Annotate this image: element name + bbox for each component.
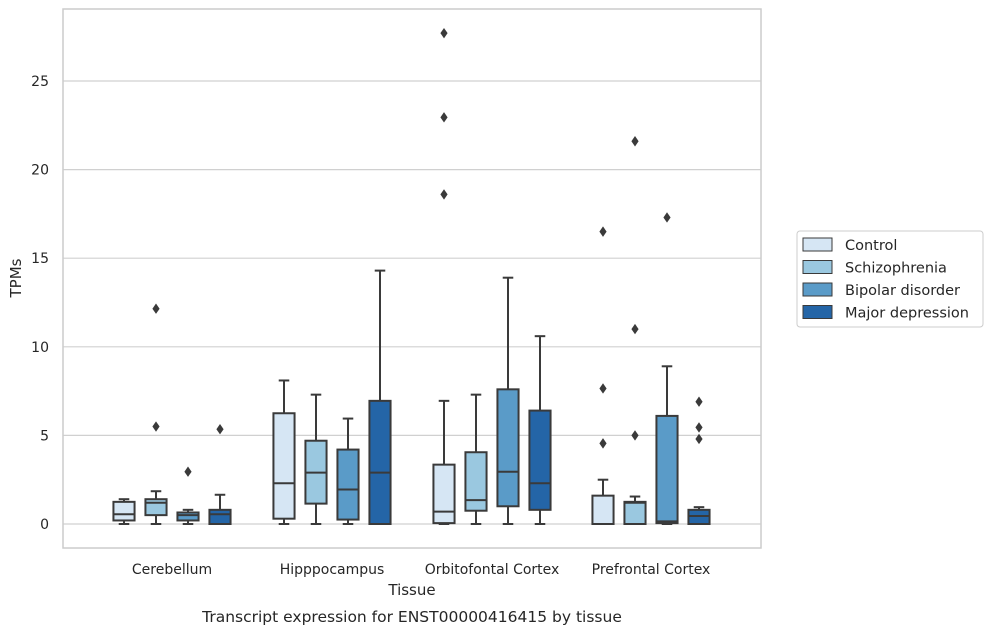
box-bipolar-disorder <box>176 466 200 525</box>
legend-swatch <box>802 237 833 252</box>
box-bipolar-disorder <box>655 212 679 525</box>
outlier-point <box>152 421 160 432</box>
iqr-box <box>208 508 232 526</box>
x-axis-label: Tissue <box>387 581 435 599</box>
outlier-point <box>440 27 448 39</box>
boxes-layer <box>112 27 711 526</box>
y-tick-label: 20 <box>31 163 49 179</box>
outlier-point <box>599 438 607 449</box>
outlier-point <box>663 212 671 223</box>
y-tick-label: 25 <box>31 74 49 90</box>
outlier-point <box>695 396 703 407</box>
iqr-box <box>655 414 679 525</box>
box-schizophrenia <box>304 393 328 525</box>
box-control <box>591 226 615 526</box>
y-tick-label: 15 <box>31 251 49 267</box>
x-tick-label: Cerebellum <box>132 562 212 578</box>
box-control <box>432 27 456 525</box>
iqr-box <box>272 412 296 520</box>
iqr-box <box>336 448 360 521</box>
outlier-point <box>184 466 192 477</box>
box-schizophrenia <box>623 136 647 526</box>
outlier-point <box>631 323 639 335</box>
legend-label: Major depression <box>845 306 969 322</box>
outlier-point <box>695 422 703 433</box>
outlier-point <box>599 383 607 394</box>
plot-area <box>63 9 761 548</box>
gridlines <box>63 80 761 525</box>
outlier-point <box>695 433 703 445</box>
iqr-box <box>623 500 647 526</box>
iqr-box <box>176 511 200 522</box>
legend-item: Schizophrenia <box>802 260 947 277</box>
outlier-point <box>631 136 639 147</box>
outlier-point <box>440 189 448 200</box>
legend-item: Control <box>802 237 897 254</box>
y-tick-labels: 0 5 10 15 20 25 <box>31 74 49 533</box>
x-tick-label: Orbitofontal Cortex <box>425 562 560 578</box>
legend-swatch <box>802 305 833 319</box>
outlier-point <box>440 112 448 123</box>
legend: Control Schizophrenia Bipolar disorder Majo… <box>796 230 984 328</box>
legend-swatch <box>802 282 833 297</box>
y-tick-label: 5 <box>40 428 49 444</box>
box-major-depression <box>368 269 392 526</box>
legend-frame <box>796 230 984 328</box>
iqr-box <box>112 500 136 522</box>
box-bipolar-disorder <box>336 417 360 525</box>
outlier-point <box>599 226 607 237</box>
legend-label: Control <box>845 238 897 254</box>
legend-swatch <box>802 260 833 274</box>
iqr-box <box>496 388 520 508</box>
iqr-box <box>464 451 488 512</box>
x-tick-label: Hipppocampus <box>280 562 385 578</box>
legend-label: Bipolar disorder <box>845 283 960 299</box>
box-control <box>272 379 296 525</box>
legend-item: Major depression <box>802 305 969 322</box>
box-major-depression <box>208 423 232 526</box>
iqr-box <box>591 494 615 526</box>
iqr-box <box>144 498 168 517</box>
outlier-point <box>216 423 224 435</box>
legend-item: Bipolar disorder <box>802 282 960 299</box>
box-major-depression <box>687 396 711 526</box>
x-tick-label: Prefrontal Cortex <box>592 562 711 578</box>
outlier-point <box>152 303 160 314</box>
box-bipolar-disorder <box>496 276 520 525</box>
iqr-box <box>528 409 552 511</box>
y-tick-label: 0 <box>40 517 49 533</box>
iqr-box <box>368 399 392 526</box>
box-major-depression <box>528 335 552 525</box>
box-schizophrenia <box>144 303 168 525</box>
y-tick-label: 10 <box>31 340 49 356</box>
iqr-box <box>432 463 456 525</box>
plot-frame <box>62 8 762 549</box>
x-tick-labels: Cerebellum Hipppocampus Orbitofontal Corte… <box>132 562 710 578</box>
figure-caption: Transcript expression for ENST0000041641… <box>201 608 622 626</box>
outlier-point <box>631 430 639 441</box>
box-schizophrenia <box>464 393 488 525</box>
box-control <box>112 498 136 525</box>
y-axis-label: TPMs <box>7 258 25 298</box>
legend-label: Schizophrenia <box>845 261 947 277</box>
